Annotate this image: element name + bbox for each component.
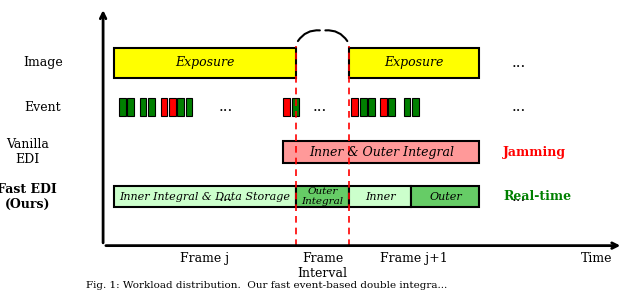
Bar <box>292 98 299 116</box>
Bar <box>388 98 396 116</box>
Bar <box>161 98 168 116</box>
Bar <box>412 98 419 116</box>
Text: Time: Time <box>581 252 612 265</box>
Bar <box>119 98 125 116</box>
Text: Exposure: Exposure <box>175 56 235 69</box>
Text: Jamming: Jamming <box>503 146 566 158</box>
Text: Fast EDI
(Ours): Fast EDI (Ours) <box>0 183 57 211</box>
Bar <box>380 98 387 116</box>
Text: Real-time: Real-time <box>503 190 571 203</box>
Text: ...: ... <box>219 190 233 204</box>
Bar <box>349 48 479 78</box>
Bar <box>140 98 147 116</box>
Text: Fig. 1: Workload distribution.  Our fast event-based double integra...: Fig. 1: Workload distribution. Our fast … <box>86 281 447 290</box>
Text: ...: ... <box>511 56 525 70</box>
Text: Inner Integral & Data Storage: Inner Integral & Data Storage <box>120 192 291 202</box>
Text: Frame j: Frame j <box>180 252 230 265</box>
Bar <box>148 98 155 116</box>
Text: Event: Event <box>25 101 61 114</box>
Text: ...: ... <box>219 100 233 114</box>
Text: Inner: Inner <box>365 192 396 202</box>
Text: Frame j+1: Frame j+1 <box>380 252 448 265</box>
Bar <box>349 186 412 207</box>
Bar <box>412 186 479 207</box>
Bar <box>296 186 349 207</box>
Bar <box>169 98 176 116</box>
Bar <box>368 98 375 116</box>
Bar <box>127 98 134 116</box>
Text: ...: ... <box>313 100 327 114</box>
Bar <box>284 98 290 116</box>
Bar <box>351 98 358 116</box>
Text: Exposure: Exposure <box>385 56 444 69</box>
Bar <box>177 98 184 116</box>
Bar <box>113 48 296 78</box>
Text: Outer: Outer <box>429 192 462 202</box>
Bar <box>404 98 410 116</box>
Text: ...: ... <box>511 100 525 114</box>
Bar <box>360 98 367 116</box>
Text: ...: ... <box>511 190 525 204</box>
Text: Image: Image <box>23 56 63 69</box>
Bar <box>186 98 193 116</box>
Bar <box>113 186 296 207</box>
Text: Frame
Interval: Frame Interval <box>298 252 348 280</box>
Text: Inner & Outer Integral: Inner & Outer Integral <box>309 146 454 158</box>
Bar <box>284 141 479 163</box>
Text: Vanilla
EDI: Vanilla EDI <box>6 138 49 166</box>
Text: Outer
Integral: Outer Integral <box>301 187 344 206</box>
